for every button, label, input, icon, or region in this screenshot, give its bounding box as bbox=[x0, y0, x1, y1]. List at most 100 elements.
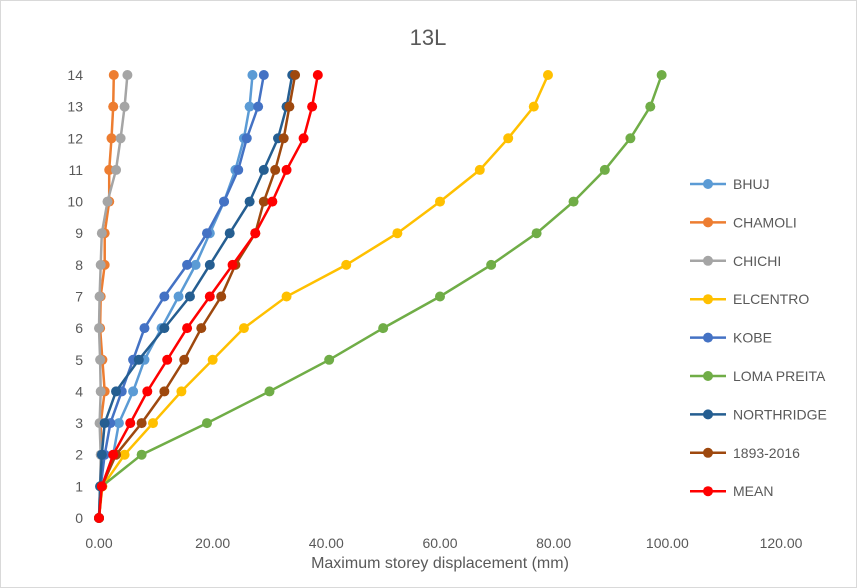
y-tick-label: 4 bbox=[75, 383, 83, 399]
data-point bbox=[270, 164, 281, 175]
data-point bbox=[99, 418, 110, 429]
legend-marker bbox=[703, 332, 713, 343]
legend-entry: CHAMOLI bbox=[690, 214, 797, 230]
data-point bbox=[244, 196, 255, 207]
chart-title: 13L bbox=[410, 25, 447, 50]
data-point bbox=[102, 196, 113, 207]
legend-entry: MEAN bbox=[690, 483, 773, 499]
data-point bbox=[159, 386, 170, 397]
data-point bbox=[307, 101, 318, 112]
x-tick-label: 80.00 bbox=[536, 535, 571, 551]
data-point bbox=[298, 133, 309, 144]
data-point bbox=[94, 513, 104, 523]
data-point bbox=[435, 291, 445, 302]
data-point bbox=[284, 101, 295, 112]
data-point bbox=[312, 70, 323, 80]
data-point bbox=[196, 323, 207, 334]
data-point bbox=[378, 323, 389, 334]
data-point bbox=[119, 101, 130, 112]
data-point bbox=[645, 101, 656, 112]
y-tick-label: 5 bbox=[75, 352, 83, 368]
legend-label: MEAN bbox=[733, 483, 773, 499]
legend-entry: LOMA PREITA bbox=[690, 368, 826, 384]
legend-label: KOBE bbox=[733, 330, 772, 346]
data-point bbox=[258, 70, 269, 80]
data-point bbox=[139, 323, 150, 334]
data-point bbox=[106, 133, 117, 144]
legend-entry: KOBE bbox=[690, 330, 772, 346]
data-point bbox=[207, 354, 218, 365]
data-point bbox=[128, 386, 139, 397]
legend-entry: ELCENTRO bbox=[690, 291, 809, 307]
y-tick-label: 13 bbox=[67, 99, 83, 115]
data-point bbox=[190, 259, 201, 270]
data-point bbox=[94, 291, 105, 302]
x-tick-label: 0.00 bbox=[85, 535, 112, 551]
data-point bbox=[108, 70, 119, 80]
legend-label: BHUJ bbox=[733, 176, 770, 192]
data-point bbox=[253, 101, 264, 112]
data-point bbox=[224, 228, 235, 239]
data-point bbox=[182, 323, 193, 334]
x-axis-title: Maximum storey displacement (mm) bbox=[311, 555, 569, 572]
data-point bbox=[162, 354, 173, 365]
data-point bbox=[250, 228, 261, 239]
data-point bbox=[247, 70, 258, 80]
data-point bbox=[341, 259, 352, 270]
legend-marker bbox=[703, 179, 713, 189]
data-point bbox=[176, 386, 187, 397]
legend-label: NORTHRIDGE bbox=[733, 406, 827, 422]
y-tick-label: 9 bbox=[75, 225, 83, 241]
legend-entry: BHUJ bbox=[690, 176, 770, 192]
data-point bbox=[290, 70, 301, 80]
data-point bbox=[133, 354, 144, 365]
y-tick-label: 14 bbox=[67, 67, 83, 83]
legend-entry: NORTHRIDGE bbox=[690, 406, 827, 422]
data-point bbox=[267, 196, 278, 207]
legend: BHUJ CHAMOLI CHICHI ELCENTRO KOBE LOMA PREITA… bbox=[690, 176, 827, 499]
data-point bbox=[238, 323, 249, 334]
data-point bbox=[108, 449, 119, 460]
data-point bbox=[136, 418, 147, 429]
data-point bbox=[113, 418, 124, 429]
x-tick-label: 40.00 bbox=[309, 535, 344, 551]
legend-entry: CHICHI bbox=[690, 253, 781, 269]
data-point bbox=[244, 101, 255, 112]
y-tick-label: 10 bbox=[67, 194, 83, 210]
data-point bbox=[216, 291, 227, 302]
data-point bbox=[96, 449, 107, 460]
data-point bbox=[278, 133, 289, 144]
y-tick-label: 3 bbox=[75, 415, 83, 431]
data-point bbox=[542, 70, 553, 80]
data-point bbox=[136, 449, 147, 460]
data-point bbox=[324, 354, 335, 365]
data-point bbox=[95, 259, 106, 270]
y-tick-label: 7 bbox=[75, 289, 83, 305]
data-point bbox=[281, 164, 292, 175]
y-tick-label: 1 bbox=[75, 478, 83, 494]
y-tick-label: 12 bbox=[67, 130, 83, 146]
legend-marker bbox=[703, 255, 713, 266]
legend-label: LOMA PREITA bbox=[733, 368, 826, 384]
data-point bbox=[528, 101, 539, 112]
data-point bbox=[258, 164, 269, 175]
data-point bbox=[147, 418, 158, 429]
legend-label: 1893-2016 bbox=[733, 445, 800, 461]
legend-label: ELCENTRO bbox=[733, 291, 809, 307]
y-tick-label: 0 bbox=[75, 510, 83, 526]
data-point bbox=[219, 196, 230, 207]
data-point bbox=[233, 164, 244, 175]
y-tick-label: 6 bbox=[75, 320, 83, 336]
y-tick-label: 11 bbox=[68, 162, 83, 178]
legend-marker bbox=[703, 486, 713, 497]
data-point bbox=[111, 386, 122, 397]
data-point bbox=[201, 418, 212, 429]
data-point bbox=[204, 291, 215, 302]
legend-marker bbox=[703, 409, 713, 420]
data-point bbox=[435, 196, 445, 207]
x-tick-label: 120.00 bbox=[760, 535, 803, 551]
data-point bbox=[625, 133, 636, 144]
data-point bbox=[159, 291, 170, 302]
